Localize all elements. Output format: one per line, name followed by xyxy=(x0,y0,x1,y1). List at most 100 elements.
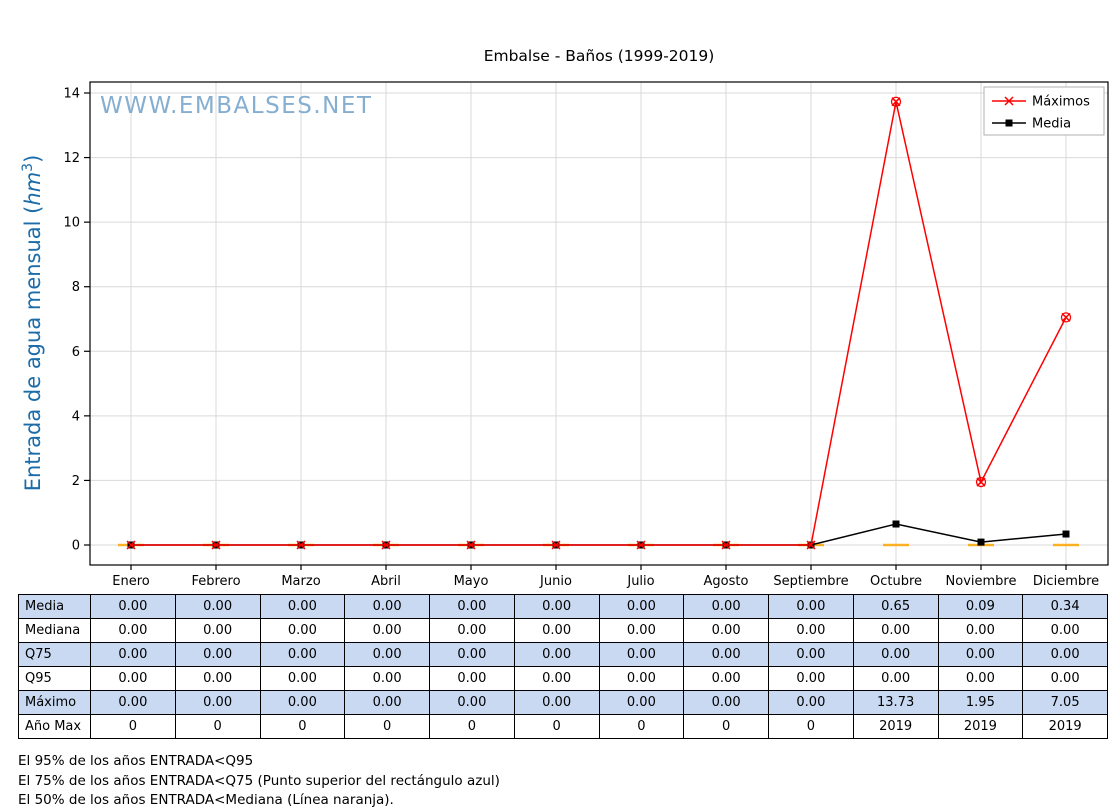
table-cell: 0.00 xyxy=(174,594,261,619)
table-row: Q95 0.00 0.00 0.00 0.00 0.00 0.00 0.00 0.00 0.00 0… xyxy=(18,666,1108,691)
table-cell: 0.00 xyxy=(259,690,346,715)
table-cell: 0.00 xyxy=(90,594,176,619)
table-cell: 0.00 xyxy=(344,690,430,715)
table-cell: 0.00 xyxy=(937,666,1024,691)
x-axis: Enero Febrero Marzo Abril Mayo Junio Julio Agos… xyxy=(112,565,1099,589)
table-cell: 13.73 xyxy=(852,690,939,715)
table-cell: 0.00 xyxy=(259,666,346,691)
footnote-q75: El 75% de los años ENTRADA<Q75 (Punto su… xyxy=(18,772,500,789)
svg-text:Julio: Julio xyxy=(626,574,654,589)
plot-frame xyxy=(89,81,1109,566)
table-cell: 0 xyxy=(344,714,430,739)
table-cell: 0.00 xyxy=(768,594,854,619)
table-row: Máximo 0.00 0.00 0.00 0.00 0.00 0.00 0.00 0.00 0.… xyxy=(18,690,1108,715)
table-cell: 1.95 xyxy=(937,690,1024,715)
svg-text:Octubre: Octubre xyxy=(870,574,922,589)
svg-text:6: 6 xyxy=(72,345,80,360)
table-cell: 0.00 xyxy=(344,666,430,691)
table-cell: 0.00 xyxy=(429,690,515,715)
table-cell: 0.00 xyxy=(937,642,1024,667)
svg-text:10: 10 xyxy=(63,216,80,231)
footnote-q95: El 95% de los años ENTRADA<Q95 xyxy=(18,753,254,769)
table-cell: 0.00 xyxy=(683,690,769,715)
svg-text:Abril: Abril xyxy=(371,574,401,589)
table-cell: 0.00 xyxy=(768,618,854,643)
table-row: Año Max 0 0 0 0 0 0 0 0 0 2019 2019 2019 xyxy=(18,714,1108,739)
svg-text:4: 4 xyxy=(72,409,80,424)
table-cell: 0.00 xyxy=(683,594,769,619)
table-cell: 0.00 xyxy=(174,642,261,667)
table-cell: 0.00 xyxy=(852,666,939,691)
table-cell: 0.00 xyxy=(513,618,600,643)
y-axis: 0 2 4 6 8 10 12 14 xyxy=(63,87,90,554)
table-cell: 0.00 xyxy=(429,594,515,619)
table-cell: 0.00 xyxy=(937,618,1024,643)
table-cell: 0.00 xyxy=(683,642,769,667)
table-cell: 0.00 xyxy=(598,690,685,715)
table-cell: 2019 xyxy=(937,714,1024,739)
watermark: WWW.EMBALSES.NET xyxy=(100,93,372,119)
svg-text:Junio: Junio xyxy=(539,574,572,589)
table-cell: 0.00 xyxy=(429,666,515,691)
table-cell: 0.00 xyxy=(852,642,939,667)
table-cell: 0.65 xyxy=(852,594,939,619)
footnotes: El 95% de los años ENTRADA<Q95 El 75% de… xyxy=(18,752,1120,811)
table-cell: 0.00 xyxy=(598,666,685,691)
row-header: Q95 xyxy=(18,666,91,691)
table-cell: 0.00 xyxy=(598,642,685,667)
table-cell: 0.00 xyxy=(174,618,261,643)
table-cell: 0.00 xyxy=(683,618,769,643)
table-cell: 0.00 xyxy=(259,618,346,643)
svg-text:0: 0 xyxy=(72,539,80,554)
table-cell: 0 xyxy=(90,714,176,739)
table-cell: 0.00 xyxy=(344,594,430,619)
table-cell: 0 xyxy=(513,714,600,739)
table-cell: 0.00 xyxy=(513,666,600,691)
table-cell: 0.00 xyxy=(1022,666,1108,691)
svg-text:Marzo: Marzo xyxy=(281,574,320,589)
svg-text:Agosto: Agosto xyxy=(704,574,749,589)
svg-text:8: 8 xyxy=(72,280,80,295)
row-header: Media xyxy=(18,594,91,619)
legend-label: Máximos xyxy=(1032,95,1090,110)
table-cell: 0.00 xyxy=(768,666,854,691)
table-row: Media 0.00 0.00 0.00 0.00 0.00 0.00 0.00 0.00 0.0… xyxy=(18,594,1108,619)
table-cell: 0.00 xyxy=(513,642,600,667)
table-cell: 0.00 xyxy=(259,594,346,619)
table-cell: 0.00 xyxy=(1022,618,1108,643)
row-header: Año Max xyxy=(18,714,91,739)
table-cell: 0.00 xyxy=(513,594,600,619)
svg-text:2: 2 xyxy=(72,474,80,489)
table-cell: 0.00 xyxy=(683,666,769,691)
table-cell: 0.00 xyxy=(174,690,261,715)
table-cell: 2019 xyxy=(852,714,939,739)
table-cell: 0.00 xyxy=(429,642,515,667)
svg-text:Noviembre: Noviembre xyxy=(946,574,1017,589)
table-cell: 0.00 xyxy=(598,618,685,643)
svg-text:14: 14 xyxy=(63,87,80,102)
svg-text:Diciembre: Diciembre xyxy=(1033,574,1099,589)
table-cell: 0.00 xyxy=(344,642,430,667)
row-header: Mediana xyxy=(18,618,91,643)
table-cell: 0.00 xyxy=(1022,642,1108,667)
series-máximos xyxy=(126,96,1072,550)
footnote-mediana: El 50% de los años ENTRADA<Mediana (Líne… xyxy=(18,792,394,809)
table-cell: 0.00 xyxy=(259,642,346,667)
table-cell: 0.00 xyxy=(90,690,176,715)
table-cell: 0.09 xyxy=(937,594,1024,619)
svg-text:Septiembre: Septiembre xyxy=(773,574,848,589)
table-cell: 0 xyxy=(768,714,854,739)
table-cell: 7.05 xyxy=(1022,690,1108,715)
table-cell: 0.00 xyxy=(513,690,600,715)
row-header: Q75 xyxy=(18,642,91,667)
table-cell: 0 xyxy=(174,714,261,739)
table-cell: 0.00 xyxy=(344,618,430,643)
table-cell: 0.00 xyxy=(90,642,176,667)
table-row: Q75 0.00 0.00 0.00 0.00 0.00 0.00 0.00 0.00 0.00 0… xyxy=(18,642,1108,667)
svg-text:12: 12 xyxy=(63,151,80,166)
table-cell: 0.00 xyxy=(852,618,939,643)
svg-text:Mayo: Mayo xyxy=(454,574,489,589)
table-cell: 0 xyxy=(598,714,685,739)
chart: 0 2 4 6 8 10 12 14 Enero Febrero Marzo Abril Mayo Jun… xyxy=(20,47,1109,589)
